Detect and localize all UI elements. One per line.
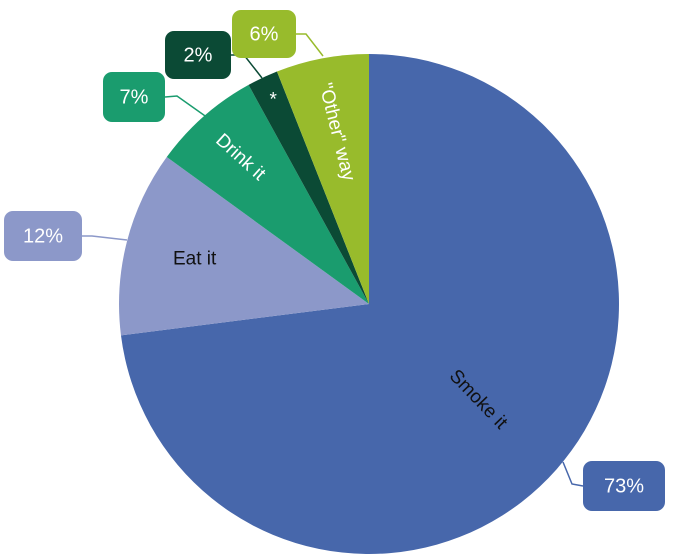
- value-label-3: 2%: [184, 44, 213, 66]
- pie-slice-1: [119, 157, 370, 336]
- value-label-2: 7%: [120, 86, 149, 108]
- callout-box-3: [165, 31, 231, 79]
- pie-slice-3: [248, 71, 369, 304]
- callout-box-4: [232, 10, 296, 58]
- value-label-0: 73%: [604, 475, 644, 497]
- callout-leader-2: [164, 95, 209, 119]
- slice-label-3: *: [269, 89, 277, 110]
- callout-leader-1: [82, 235, 128, 241]
- slice-label-1: Eat it: [173, 248, 217, 269]
- value-label-1: 12%: [23, 225, 63, 247]
- callout-leader-4: [296, 33, 324, 57]
- callout-leader-3: [231, 54, 263, 79]
- callout-box-2: [103, 72, 165, 122]
- callout-box-1: [4, 211, 82, 261]
- callout-leader-0: [562, 461, 584, 487]
- pie-slice-2: [166, 84, 369, 304]
- value-label-4: 6%: [250, 23, 279, 45]
- pie-slice-4: [276, 54, 369, 304]
- pie-slice-0: [120, 54, 620, 554]
- callout-box-0: [583, 461, 665, 511]
